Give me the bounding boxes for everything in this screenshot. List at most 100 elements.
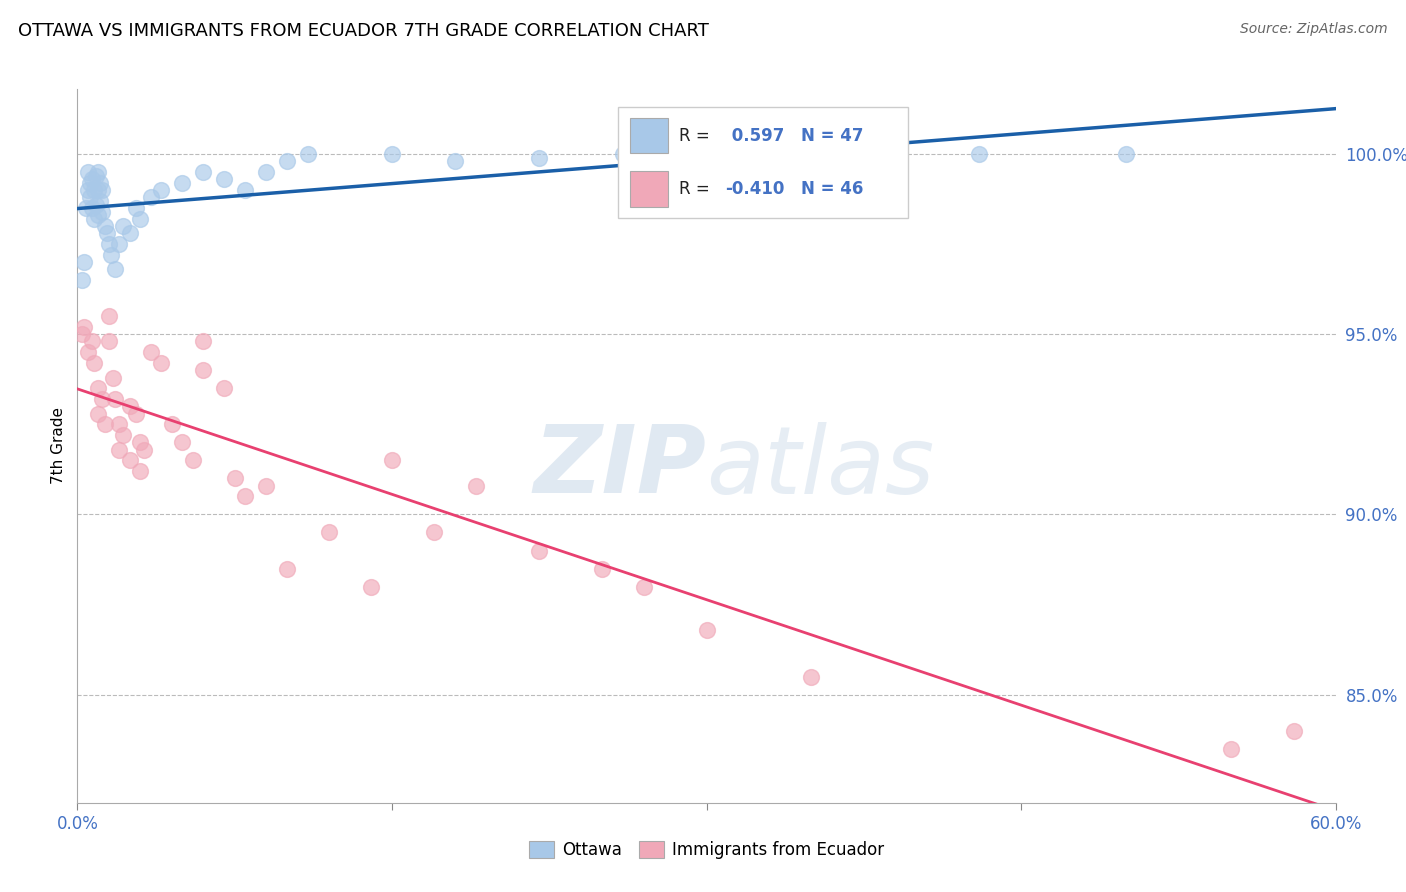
Point xyxy=(139,190,162,204)
Point xyxy=(191,363,215,377)
Point xyxy=(76,345,98,359)
Point xyxy=(80,334,103,349)
Point xyxy=(633,580,655,594)
Text: R =: R = xyxy=(679,127,710,145)
Text: N = 46: N = 46 xyxy=(801,180,863,198)
Point xyxy=(150,183,173,197)
Text: -0.410: -0.410 xyxy=(725,180,785,198)
Point xyxy=(212,172,235,186)
Point xyxy=(112,428,135,442)
Point xyxy=(84,169,107,183)
Point xyxy=(276,154,298,169)
Point xyxy=(191,165,215,179)
Point xyxy=(96,227,118,241)
Point xyxy=(172,435,194,450)
Point xyxy=(89,176,111,190)
Point xyxy=(83,183,105,197)
Point xyxy=(72,255,94,269)
Point xyxy=(83,211,105,226)
Point xyxy=(75,201,97,215)
Point xyxy=(129,435,152,450)
Point xyxy=(139,345,162,359)
Point xyxy=(444,154,467,169)
Point xyxy=(70,273,93,287)
Point xyxy=(108,442,131,457)
Text: R =: R = xyxy=(679,180,710,198)
Point xyxy=(101,370,124,384)
Point xyxy=(1219,741,1241,756)
Point xyxy=(181,453,204,467)
Point xyxy=(125,407,148,421)
Point xyxy=(224,471,246,485)
Point xyxy=(381,147,404,161)
Text: 0.597: 0.597 xyxy=(725,127,785,145)
Point xyxy=(758,147,780,161)
Point xyxy=(79,176,101,190)
Point xyxy=(118,453,141,467)
Text: OTTAWA VS IMMIGRANTS FROM ECUADOR 7TH GRADE CORRELATION CHART: OTTAWA VS IMMIGRANTS FROM ECUADOR 7TH GR… xyxy=(18,22,709,40)
Point xyxy=(118,227,141,241)
Point xyxy=(87,183,110,197)
Point xyxy=(87,381,110,395)
Point xyxy=(108,417,131,432)
Text: atlas: atlas xyxy=(707,422,935,513)
Point xyxy=(93,219,115,234)
FancyBboxPatch shape xyxy=(619,107,908,218)
Point xyxy=(233,183,256,197)
Point xyxy=(527,543,550,558)
Point xyxy=(318,525,340,540)
Point xyxy=(89,194,111,208)
Point xyxy=(254,165,277,179)
Point xyxy=(134,442,156,457)
Point xyxy=(129,211,152,226)
Point xyxy=(527,151,550,165)
Point xyxy=(84,197,107,211)
Point xyxy=(87,407,110,421)
Point xyxy=(464,478,486,492)
Point xyxy=(423,525,446,540)
Point xyxy=(1282,723,1305,738)
Point xyxy=(381,453,404,467)
Point xyxy=(79,190,101,204)
Point xyxy=(70,327,93,342)
FancyBboxPatch shape xyxy=(630,171,668,207)
Point xyxy=(967,147,990,161)
Point xyxy=(360,580,382,594)
Text: ZIP: ZIP xyxy=(534,421,707,514)
Y-axis label: 7th Grade: 7th Grade xyxy=(51,408,66,484)
Point xyxy=(1115,147,1137,161)
Point xyxy=(97,237,120,252)
Point xyxy=(125,201,148,215)
Point xyxy=(212,381,235,395)
Point xyxy=(160,417,183,432)
Point xyxy=(276,561,298,575)
Point xyxy=(76,165,98,179)
Point xyxy=(800,147,823,161)
Point xyxy=(191,334,215,349)
Point xyxy=(612,147,634,161)
Point xyxy=(91,392,114,406)
Point xyxy=(591,561,613,575)
Legend: Ottawa, Immigrants from Ecuador: Ottawa, Immigrants from Ecuador xyxy=(522,834,891,866)
Point xyxy=(118,400,141,414)
Point xyxy=(91,183,114,197)
Point xyxy=(80,201,103,215)
Point xyxy=(297,147,319,161)
FancyBboxPatch shape xyxy=(630,118,668,153)
Point xyxy=(150,356,173,370)
Point xyxy=(108,237,131,252)
Point xyxy=(233,490,256,504)
Point xyxy=(129,464,152,478)
Point xyxy=(254,478,277,492)
Point xyxy=(100,248,122,262)
Point xyxy=(800,670,823,684)
Point xyxy=(87,208,110,222)
Point xyxy=(97,334,120,349)
Text: Source: ZipAtlas.com: Source: ZipAtlas.com xyxy=(1240,22,1388,37)
Point xyxy=(93,417,115,432)
Point xyxy=(172,176,194,190)
Point xyxy=(696,623,718,637)
Point xyxy=(87,165,110,179)
Point xyxy=(91,204,114,219)
Point xyxy=(80,172,103,186)
